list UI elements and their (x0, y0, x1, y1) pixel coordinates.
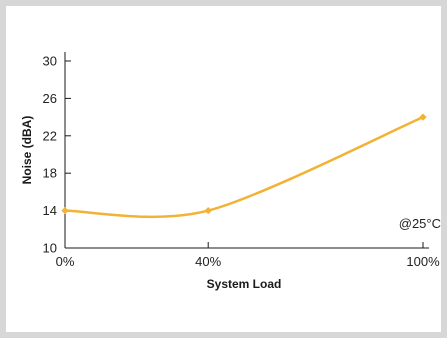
x-axis-title: System Load (207, 277, 282, 291)
x-tick-label: 100% (406, 254, 440, 269)
series-markers (61, 113, 427, 215)
y-axis-title: Noise (dBA) (20, 116, 34, 185)
temperature-annotation: @25°C (399, 216, 441, 231)
y-ticks: 10 14 18 22 26 30 (43, 54, 71, 256)
y-tick-label: 26 (43, 91, 57, 106)
x-tick-label: 40% (195, 254, 221, 269)
data-point-marker (419, 113, 427, 121)
y-tick-label: 18 (43, 166, 57, 181)
x-ticks: 0% 40% 100% (56, 242, 440, 269)
series-line (63, 115, 425, 219)
axes (64, 52, 429, 249)
data-point-marker (204, 207, 212, 215)
y-tick-label: 14 (43, 203, 57, 218)
y-tick-label: 10 (43, 241, 57, 256)
y-tick-label: 22 (43, 128, 57, 143)
y-tick-label: 30 (43, 54, 57, 69)
x-tick-label: 0% (56, 254, 75, 269)
data-point-marker (61, 207, 69, 215)
